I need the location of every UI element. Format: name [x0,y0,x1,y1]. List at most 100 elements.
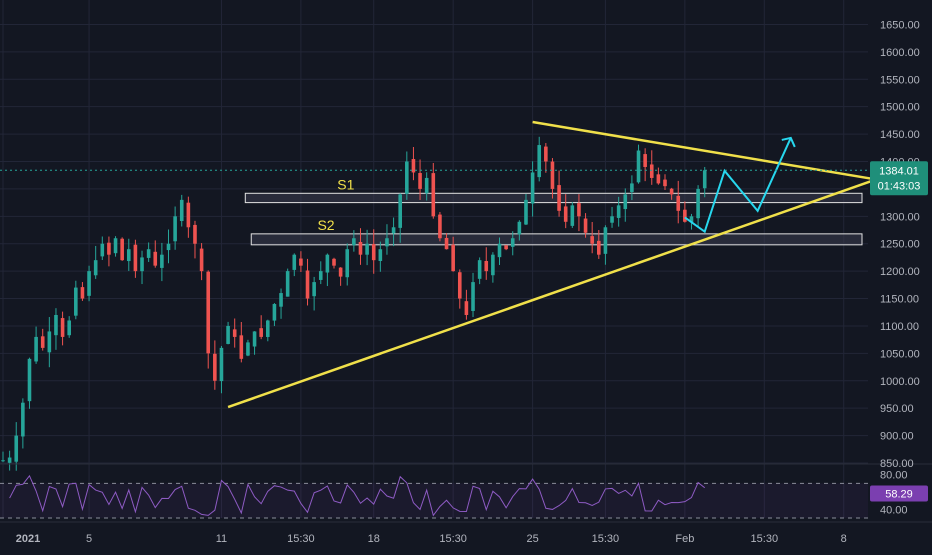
candle-body [530,172,535,204]
candle-body [74,287,78,316]
candle-body [299,258,303,266]
y-tick-label: 1650.00 [880,19,920,31]
y-tick-label: 1300.00 [880,211,920,223]
candle-body [517,221,522,235]
candle-body [557,185,561,211]
support-zone-s2 [250,233,863,246]
candle-body [365,243,369,255]
candle-body [563,206,568,222]
candle-body [702,170,707,189]
candle-body [160,254,164,268]
candle-body [305,270,310,299]
candle-body [133,244,138,272]
candle-body [239,335,244,359]
candle-body [146,249,151,258]
y-tick-label: 1200.00 [880,266,920,278]
x-tick-label: 25 [526,533,538,545]
y-tick-label: 1250.00 [880,239,920,251]
candle-body [199,248,204,272]
x-tick-label: 11 [216,533,227,545]
candle-body [113,238,118,254]
y-tick-label: 1600.00 [880,47,920,59]
candle-body [173,216,177,242]
support-zone-s1 [244,192,863,204]
candle-body [140,257,144,272]
candle-body [40,336,45,348]
x-tick-label: 15:30 [592,533,620,545]
candle-body [444,237,449,250]
candle-body [312,282,316,297]
candle-body [669,188,674,195]
candle-body [371,244,376,261]
countdown-text: 01:43:03 [878,180,921,192]
candle-body [451,244,455,272]
x-tick-label: 2021 [16,533,40,545]
candle-body [689,216,694,223]
candle-body [471,282,475,311]
candle-body [345,249,350,278]
y-tick-label: 1150.00 [880,294,919,306]
candle-body [411,159,416,173]
candle-body [34,336,38,362]
resistance-trendline [532,120,884,182]
time-axis[interactable]: 2021 5 11 15:30 18 15:30 25 15:30 Feb 15:30 8 [0,521,932,545]
projection-path [684,137,792,234]
y-tick-label: 850.00 [880,458,914,470]
candle-body [259,328,263,337]
candle-body [683,209,687,222]
candle-body [378,249,383,262]
x-tick-label: 15:30 [439,533,467,545]
projection-arrowhead [781,136,796,148]
candle-body [504,245,508,250]
candle-body [179,199,184,222]
candle-body [338,267,343,277]
candle-body [510,238,515,247]
candle-body [266,320,270,337]
candle-body [1,460,5,462]
candle-body [484,260,489,272]
candle-body [385,238,389,247]
last-price-tag [870,161,928,196]
candle-body [391,227,396,234]
candle-body [636,150,641,183]
rsi-band [0,483,868,518]
candle-body [676,195,681,211]
candle-body [232,329,237,337]
candle-body [292,254,297,270]
trend-lines [0,120,884,409]
candle-body [226,325,230,344]
candle-body [285,271,290,297]
candle-body [524,199,528,225]
candle-body [623,194,628,210]
support-zones: S1 S2 [244,176,863,246]
candle-body [656,174,661,184]
x-tick-label: 18 [368,533,380,545]
candle-body [616,205,621,218]
candle-body [107,242,111,255]
candle-body [332,258,336,266]
candle-body [213,353,217,381]
x-tick-label: 15:30 [287,533,315,545]
price-axis[interactable]: 1650.001600.001550.001500.001450.001400.… [880,19,920,516]
y-tick-label: 1500.00 [880,102,920,114]
candle-body [318,271,323,280]
candle-body [431,173,436,217]
candle-body [272,304,277,321]
candle-body [193,224,197,244]
candle-body [577,203,581,217]
x-tick-label: 15:30 [751,533,779,545]
candle-body [597,240,601,255]
candle-body [491,254,495,276]
y-tick-label: 950.00 [880,403,914,415]
candle-body [47,331,52,353]
candles [1,136,707,471]
candle-body [630,183,634,192]
candle-body [438,214,442,239]
candle-body [279,293,283,307]
x-tick-label: 8 [841,533,847,545]
candle-body [206,271,211,354]
candle-body [696,188,700,219]
